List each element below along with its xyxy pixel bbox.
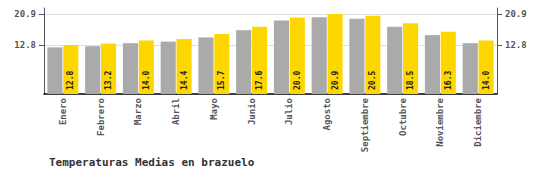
svg-text:12.8: 12.8 xyxy=(505,40,527,50)
svg-text:Agosto: Agosto xyxy=(322,98,332,131)
svg-text:Julio: Julio xyxy=(284,98,294,125)
svg-text:Temperaturas Medias en brazuel: Temperaturas Medias en brazuelo xyxy=(49,156,255,169)
svg-text:13.2: 13.2 xyxy=(104,71,113,90)
svg-text:14.0: 14.0 xyxy=(142,71,151,90)
svg-text:Mayo: Mayo xyxy=(209,98,219,120)
svg-text:Septiembre: Septiembre xyxy=(360,97,370,152)
svg-text:Junio: Junio xyxy=(247,98,257,125)
svg-text:20.0: 20.0 xyxy=(293,71,302,90)
svg-text:18.5: 18.5 xyxy=(406,71,415,90)
svg-text:15.7: 15.7 xyxy=(217,71,226,90)
svg-text:20.9: 20.9 xyxy=(14,9,36,19)
svg-text:Octubre: Octubre xyxy=(398,97,408,136)
svg-text:12.8: 12.8 xyxy=(14,40,36,50)
svg-text:20.9: 20.9 xyxy=(331,71,340,90)
svg-text:Febrero: Febrero xyxy=(96,98,106,136)
svg-text:20.5: 20.5 xyxy=(368,71,377,90)
svg-text:Noviembre: Noviembre xyxy=(435,97,445,146)
svg-text:16.3: 16.3 xyxy=(444,71,453,90)
svg-text:12.8: 12.8 xyxy=(66,71,75,90)
svg-text:20.9: 20.9 xyxy=(505,9,527,19)
svg-text:Marzo: Marzo xyxy=(133,98,143,125)
svg-text:14.0: 14.0 xyxy=(482,71,491,90)
svg-text:Abril: Abril xyxy=(171,98,181,125)
svg-text:Diciembre: Diciembre xyxy=(473,97,483,146)
svg-text:Enero: Enero xyxy=(58,98,68,125)
svg-text:17.6: 17.6 xyxy=(255,71,264,90)
svg-text:14.4: 14.4 xyxy=(180,71,189,90)
